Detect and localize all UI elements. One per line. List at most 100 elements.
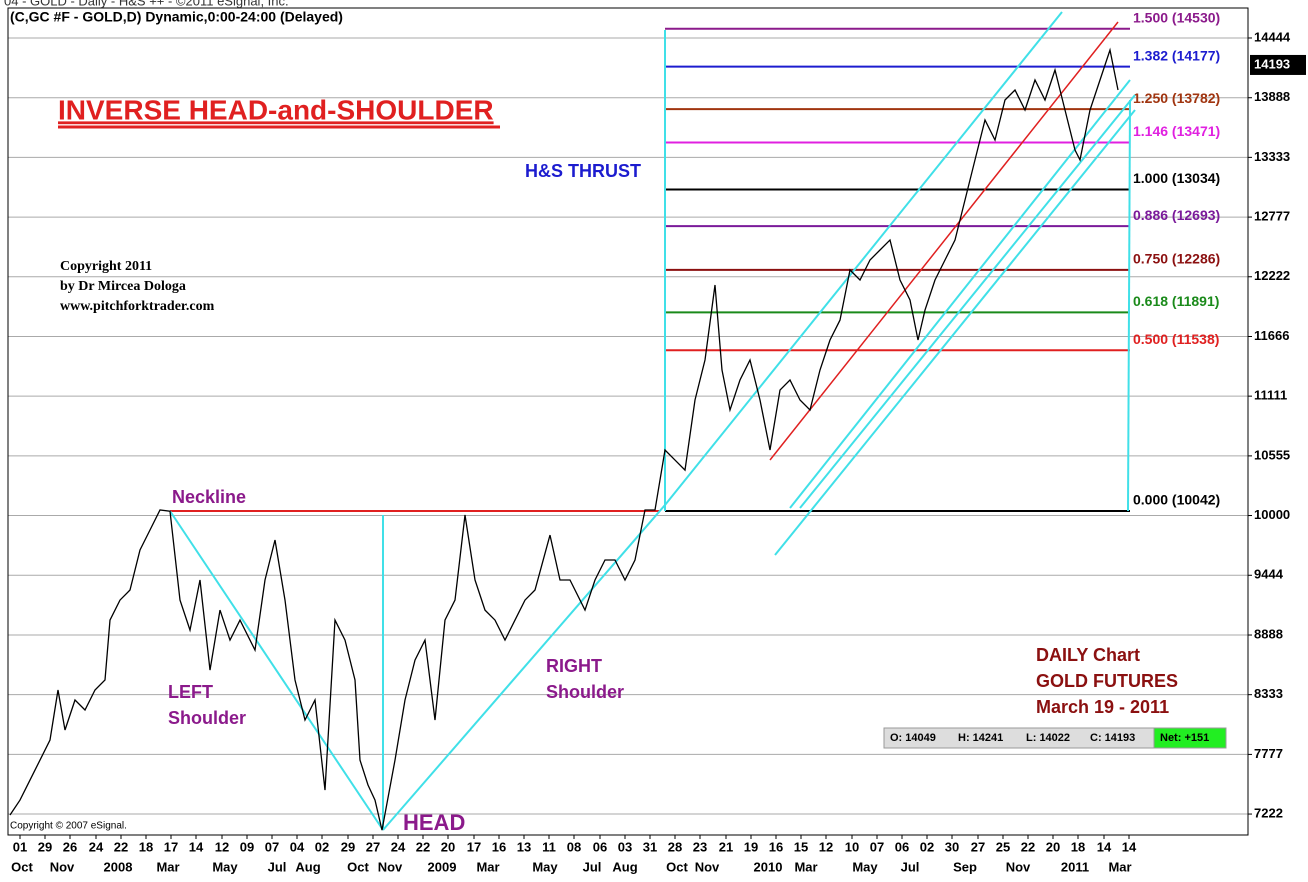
x-tick-label-month: Aug <box>612 859 637 874</box>
x-tick-label: 27 <box>366 839 380 854</box>
ohlc-open: O: 14049 <box>890 732 936 744</box>
ohlc-high: H: 14241 <box>958 732 1003 744</box>
y-tick-label: 11111 <box>1254 388 1287 403</box>
ohlc-net: Net: +151 <box>1160 732 1209 744</box>
x-tick-label: 24 <box>89 839 104 854</box>
x-tick-label-month: Oct <box>666 859 688 874</box>
y-tick-label: 14444 <box>1254 29 1291 44</box>
x-tick-label: 08 <box>567 839 581 854</box>
x-tick-label-month: Mar <box>794 859 817 874</box>
x-tick-label: 14 <box>1097 839 1112 854</box>
x-tick-label-month: Mar <box>1108 859 1131 874</box>
x-tick-label-month: Aug <box>295 859 320 874</box>
fib-label: 1.146 (13471) <box>1133 123 1220 139</box>
left-shoulder: LEFT <box>168 682 213 702</box>
fib-label: 0.000 (10042) <box>1133 492 1220 508</box>
y-tick-label: 11666 <box>1254 328 1289 343</box>
x-tick-label: 22 <box>114 839 128 854</box>
plot-frame <box>7 7 1249 836</box>
x-tick-label: 22 <box>1021 839 1035 854</box>
x-tick-label: 16 <box>769 839 783 854</box>
x-tick-label: 29 <box>341 839 355 854</box>
x-tick-label: 10 <box>845 839 859 854</box>
pattern-lines <box>169 11 1136 831</box>
x-tick-label: 17 <box>164 839 178 854</box>
thrust-label: H&S THRUST <box>525 161 641 181</box>
y-tick-label: 7777 <box>1254 746 1283 761</box>
x-tick-label-month: Nov <box>695 859 720 874</box>
x-tick-label-month: May <box>852 859 878 874</box>
x-tick-label: 06 <box>895 839 909 854</box>
x-tick-label: 11 <box>542 839 556 854</box>
x-tick-label: 01 <box>13 839 27 854</box>
ohlc-low: L: 14022 <box>1026 732 1070 744</box>
y-tick-label: 12777 <box>1254 209 1290 224</box>
last-price-badge <box>1250 54 1306 75</box>
trend-line <box>169 510 384 831</box>
pitchfork-median <box>769 21 1119 461</box>
chart-info: DAILY Chart GOLD FUTURES March 19 - 2011 <box>1036 645 1178 717</box>
price-line <box>9 47 1119 831</box>
fib-label: 1.382 (14177) <box>1133 47 1220 63</box>
x-tick-label: 17 <box>467 839 481 854</box>
pattern-title: INVERSE HEAD-and-SHOULDER <box>58 94 494 125</box>
x-tick-label: 07 <box>265 839 279 854</box>
x-tick-label-month: Nov <box>378 859 403 874</box>
x-tick-label: 28 <box>668 839 682 854</box>
x-tick-label-month: May <box>532 859 558 874</box>
copyright-block: Copyright 2011 by Dr Mircea Dologa www.p… <box>60 259 215 314</box>
chart-info-line: DAILY Chart <box>1036 645 1140 665</box>
x-tick-label: 04 <box>290 839 305 854</box>
x-tick-label: 06 <box>593 839 607 854</box>
x-tick-label: 12 <box>819 839 833 854</box>
x-tick-label: 20 <box>441 839 455 854</box>
x-tick-label: 02 <box>920 839 934 854</box>
y-tick-label: 10000 <box>1254 507 1290 522</box>
x-tick-label-month: Oct <box>347 859 369 874</box>
copyright: by Dr Mircea Dologa <box>60 279 186 294</box>
x-tick-label-month: Nov <box>50 859 75 874</box>
x-tick-label: 23 <box>693 839 707 854</box>
x-tick-label: 15 <box>794 839 808 854</box>
y-tick-label: 13888 <box>1254 89 1290 104</box>
fib-label: 1.250 (13782) <box>1133 90 1220 106</box>
net-background <box>1153 727 1227 749</box>
chart-title: (C,GC #F - GOLD,D) Dynamic,0:00-24:00 (D… <box>10 9 343 25</box>
x-tick-label-month: Mar <box>476 859 499 874</box>
header: 04 - GOLD - Daily - H&S ++ - ©2011 eSign… <box>4 0 289 8</box>
fib-label: 0.750 (12286) <box>1133 251 1220 267</box>
thrust-line <box>1127 99 1131 512</box>
y-tick-label: 10555 <box>1254 447 1290 462</box>
pitchfork-lower <box>774 109 1136 556</box>
copyright: www.pitchforktrader.com <box>60 299 215 314</box>
last-price-label: 14193 <box>1254 56 1290 71</box>
fib-label: 0.618 (11891) <box>1133 293 1219 309</box>
right-shoulder: Shoulder <box>546 682 624 702</box>
x-tick-label: 12 <box>215 839 229 854</box>
x-tick-label: 02 <box>315 839 329 854</box>
x-tick-label-month: 2011 <box>1061 859 1089 874</box>
x-tick-label-month: 2010 <box>754 859 783 874</box>
neckline-label: Neckline <box>172 487 246 507</box>
x-tick-label: 09 <box>240 839 254 854</box>
x-tick-label: 25 <box>996 839 1010 854</box>
pitchfork-lower <box>799 94 1136 509</box>
y-tick-label: 12222 <box>1254 268 1290 283</box>
y-tick-label: 7222 <box>1254 805 1283 820</box>
trend-line <box>382 504 666 831</box>
x-tick-label: 16 <box>492 839 506 854</box>
x-tick-label: 30 <box>945 839 959 854</box>
x-tick-label-month: 2008 <box>104 859 133 874</box>
x-tick-label-month: Oct <box>11 859 33 874</box>
copyright: Copyright 2011 <box>60 259 152 274</box>
pitchfork-upper <box>664 11 1063 506</box>
x-tick-label-month: May <box>212 859 238 874</box>
y-tick-label: 8888 <box>1254 626 1283 641</box>
x-tick-label: 20 <box>1046 839 1060 854</box>
x-tick-label: 07 <box>870 839 884 854</box>
chart-info-line: GOLD FUTURES <box>1036 671 1178 691</box>
y-tick-label: 9444 <box>1254 567 1284 582</box>
head-label: HEAD <box>403 810 465 835</box>
